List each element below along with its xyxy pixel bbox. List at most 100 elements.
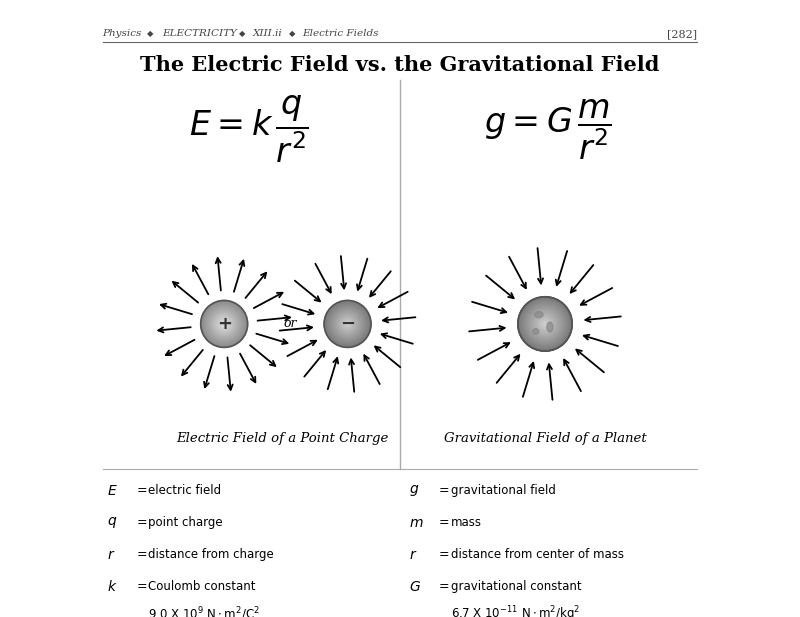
Circle shape xyxy=(340,316,355,332)
Circle shape xyxy=(541,320,550,328)
Circle shape xyxy=(219,319,229,329)
Ellipse shape xyxy=(534,312,543,318)
Circle shape xyxy=(544,323,546,325)
Text: point charge: point charge xyxy=(148,516,223,529)
Text: $\mathit{g}$: $\mathit{g}$ xyxy=(410,483,419,498)
Circle shape xyxy=(206,306,242,342)
Circle shape xyxy=(336,312,359,336)
Circle shape xyxy=(523,302,566,346)
Circle shape xyxy=(206,305,243,342)
Text: =: = xyxy=(137,484,147,497)
Text: Coulomb constant: Coulomb constant xyxy=(148,580,256,594)
Text: ELECTRICITY: ELECTRICITY xyxy=(162,30,238,38)
Circle shape xyxy=(324,300,371,347)
Text: Electric Fields: Electric Fields xyxy=(302,30,379,38)
Circle shape xyxy=(212,312,237,336)
Circle shape xyxy=(342,318,354,330)
Circle shape xyxy=(536,315,554,333)
Text: =: = xyxy=(137,580,147,594)
Text: $\mathit{E}$: $\mathit{E}$ xyxy=(107,484,118,497)
Text: =: = xyxy=(439,516,450,529)
Circle shape xyxy=(338,315,357,333)
Circle shape xyxy=(522,301,568,347)
Circle shape xyxy=(535,314,555,334)
Circle shape xyxy=(539,318,550,329)
Text: =: = xyxy=(439,580,450,594)
Circle shape xyxy=(327,304,368,344)
Circle shape xyxy=(527,306,563,342)
Circle shape xyxy=(522,300,569,347)
Circle shape xyxy=(525,304,565,344)
Circle shape xyxy=(218,318,230,329)
Circle shape xyxy=(526,305,564,343)
Circle shape xyxy=(531,310,558,337)
Circle shape xyxy=(334,310,361,337)
Text: The Electric Field vs. the Gravitational Field: The Electric Field vs. the Gravitational… xyxy=(140,55,660,75)
Text: $6.7\ \mathrm{X}\ 10^{-11}\ \mathrm{N \cdot m^2/kg^2}$: $6.7\ \mathrm{X}\ 10^{-11}\ \mathrm{N \c… xyxy=(450,604,580,617)
Text: $\mathit{G}$: $\mathit{G}$ xyxy=(410,580,422,594)
Circle shape xyxy=(329,305,366,342)
Ellipse shape xyxy=(533,328,539,334)
Ellipse shape xyxy=(547,322,553,332)
Circle shape xyxy=(542,320,549,328)
Circle shape xyxy=(333,309,362,339)
Text: ◆: ◆ xyxy=(239,30,246,38)
Text: gravitational field: gravitational field xyxy=(450,484,555,497)
Text: gravitational constant: gravitational constant xyxy=(450,580,582,594)
Circle shape xyxy=(524,303,566,345)
Circle shape xyxy=(331,307,364,341)
Text: $\mathit{r}$: $\mathit{r}$ xyxy=(107,548,115,561)
Circle shape xyxy=(528,307,562,341)
Text: Gravitational Field of a Planet: Gravitational Field of a Planet xyxy=(444,431,646,445)
Circle shape xyxy=(335,312,360,336)
Circle shape xyxy=(543,322,547,326)
Circle shape xyxy=(214,315,234,333)
Text: $\mathit{g} = \mathit{G}\,\dfrac{\mathit{m}}{\mathit{r}^2}$: $\mathit{g} = \mathit{G}\,\dfrac{\mathit… xyxy=(484,97,612,162)
Circle shape xyxy=(214,313,235,335)
Circle shape xyxy=(217,317,231,331)
Circle shape xyxy=(202,301,247,347)
Circle shape xyxy=(210,310,238,338)
Circle shape xyxy=(344,320,351,328)
Circle shape xyxy=(209,308,240,339)
Circle shape xyxy=(202,302,246,346)
Text: mass: mass xyxy=(450,516,482,529)
Circle shape xyxy=(341,317,354,331)
Circle shape xyxy=(325,301,370,347)
Text: =: = xyxy=(137,516,147,529)
Circle shape xyxy=(211,310,238,337)
Circle shape xyxy=(216,316,232,332)
Circle shape xyxy=(518,297,571,350)
Circle shape xyxy=(213,312,236,336)
Circle shape xyxy=(343,319,352,329)
Circle shape xyxy=(542,321,548,326)
Circle shape xyxy=(326,303,369,345)
Text: +: + xyxy=(217,315,232,333)
Circle shape xyxy=(538,318,551,330)
Circle shape xyxy=(207,307,242,341)
Circle shape xyxy=(534,312,557,336)
Text: =: = xyxy=(439,484,450,497)
Text: −: − xyxy=(340,315,355,333)
Circle shape xyxy=(346,322,349,326)
Circle shape xyxy=(342,318,353,329)
Circle shape xyxy=(215,315,233,333)
Circle shape xyxy=(201,300,248,347)
Circle shape xyxy=(520,299,570,349)
Text: $\mathit{r}$: $\mathit{r}$ xyxy=(410,548,418,561)
Circle shape xyxy=(204,304,245,344)
Text: XIII.ii: XIII.ii xyxy=(253,30,283,38)
Circle shape xyxy=(205,304,244,344)
Text: $\mathit{E} = \mathit{k}\,\dfrac{\mathit{q}}{\mathit{r}^2}$: $\mathit{E} = \mathit{k}\,\dfrac{\mathit… xyxy=(189,94,309,165)
Circle shape xyxy=(530,310,559,338)
Circle shape xyxy=(530,308,560,339)
Text: $9.0\ \mathrm{X}\ 10^{9}\ \mathrm{N \cdot m^2/C^2}$: $9.0\ \mathrm{X}\ 10^{9}\ \mathrm{N \cdo… xyxy=(148,605,260,617)
Text: $\mathit{k}$: $\mathit{k}$ xyxy=(107,579,118,594)
Text: ◆: ◆ xyxy=(147,30,154,38)
Circle shape xyxy=(223,323,225,325)
Text: $\mathit{m}$: $\mathit{m}$ xyxy=(410,516,424,529)
Circle shape xyxy=(339,315,356,333)
Circle shape xyxy=(337,313,358,335)
Circle shape xyxy=(345,321,350,327)
Text: Physics: Physics xyxy=(102,30,142,38)
